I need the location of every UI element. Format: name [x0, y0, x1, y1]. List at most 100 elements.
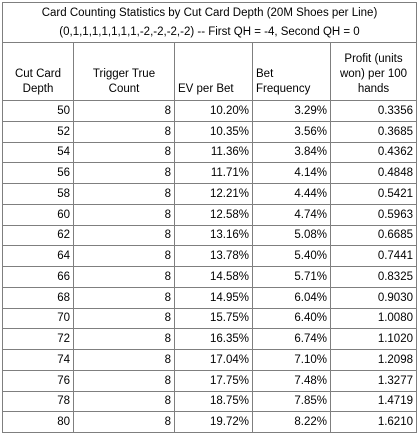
- cell-bet-frequency[interactable]: 4.14%: [252, 162, 331, 184]
- cell-trigger-true-count[interactable]: 8: [73, 266, 175, 288]
- table-row: 70 8 15.75% 6.40% 1.0080: [2, 307, 417, 330]
- header-cut-card-depth[interactable]: Cut Card Depth: [2, 42, 74, 101]
- cell-profit[interactable]: 0.6685: [330, 224, 417, 247]
- cell-cut-card-depth[interactable]: 64: [2, 245, 74, 267]
- cell-profit[interactable]: 1.1020: [330, 328, 417, 350]
- cell-bet-frequency[interactable]: 4.74%: [252, 203, 331, 226]
- cell-cut-card-depth[interactable]: 50: [2, 100, 74, 122]
- cell-cut-card-depth[interactable]: 54: [2, 141, 74, 164]
- cell-bet-frequency[interactable]: 3.29%: [252, 100, 331, 122]
- cell-bet-frequency[interactable]: 4.44%: [252, 183, 331, 205]
- cell-cut-card-depth[interactable]: 58: [2, 183, 74, 205]
- header-row: Cut Card Depth Trigger True Count EV per…: [2, 42, 417, 101]
- cell-bet-frequency[interactable]: 7.10%: [252, 349, 331, 371]
- cell-ev-per-bet[interactable]: 10.35%: [174, 120, 253, 143]
- cell-trigger-true-count[interactable]: 8: [73, 224, 175, 247]
- cell-bet-frequency[interactable]: 5.08%: [252, 224, 331, 247]
- cell-trigger-true-count[interactable]: 8: [73, 203, 175, 226]
- table-row: 66 8 14.58% 5.71% 0.8325: [2, 266, 417, 288]
- table-row: 76 8 17.75% 7.48% 1.3277: [2, 369, 417, 392]
- cell-trigger-true-count[interactable]: 8: [73, 120, 175, 143]
- cell-cut-card-depth[interactable]: 56: [2, 162, 74, 184]
- cell-bet-frequency[interactable]: 3.56%: [252, 120, 331, 143]
- cell-trigger-true-count[interactable]: 8: [73, 183, 175, 205]
- cell-profit[interactable]: 1.0080: [330, 307, 417, 330]
- cell-trigger-true-count[interactable]: 8: [73, 286, 175, 309]
- cell-cut-card-depth[interactable]: 52: [2, 120, 74, 143]
- header-profit[interactable]: Profit (units won) per 100 hands: [330, 42, 417, 101]
- cell-profit[interactable]: 0.5421: [330, 183, 417, 205]
- cell-trigger-true-count[interactable]: 8: [73, 390, 175, 413]
- cell-bet-frequency[interactable]: 6.74%: [252, 328, 331, 350]
- table-row: 54 8 11.36% 3.84% 0.4362: [2, 141, 417, 164]
- cell-profit[interactable]: 0.8325: [330, 266, 417, 288]
- cell-ev-per-bet[interactable]: 14.58%: [174, 266, 253, 288]
- title-row-1: Card Counting Statistics by Cut Card Dep…: [2, 2, 417, 23]
- cell-ev-per-bet[interactable]: 17.75%: [174, 369, 253, 392]
- cell-bet-frequency[interactable]: 5.71%: [252, 266, 331, 288]
- cell-ev-per-bet[interactable]: 12.21%: [174, 183, 253, 205]
- table-row: 58 8 12.21% 4.44% 0.5421: [2, 183, 417, 205]
- cell-trigger-true-count[interactable]: 8: [73, 369, 175, 392]
- header-ev-per-bet[interactable]: EV per Bet: [174, 42, 253, 101]
- cell-bet-frequency[interactable]: 5.40%: [252, 245, 331, 267]
- cell-bet-frequency[interactable]: 3.84%: [252, 141, 331, 164]
- cell-ev-per-bet[interactable]: 19.72%: [174, 411, 253, 433]
- table-row: 50 8 10.20% 3.29% 0.3356: [2, 100, 417, 122]
- cell-profit[interactable]: 0.5963: [330, 203, 417, 226]
- cell-profit[interactable]: 0.7441: [330, 245, 417, 267]
- cell-trigger-true-count[interactable]: 8: [73, 162, 175, 184]
- cell-profit[interactable]: 0.9030: [330, 286, 417, 309]
- cell-ev-per-bet[interactable]: 13.78%: [174, 245, 253, 267]
- cell-bet-frequency[interactable]: 6.04%: [252, 286, 331, 309]
- cell-cut-card-depth[interactable]: 76: [2, 369, 74, 392]
- cell-cut-card-depth[interactable]: 80: [2, 411, 74, 433]
- table-title[interactable]: Card Counting Statistics by Cut Card Dep…: [2, 2, 417, 23]
- cell-profit[interactable]: 1.6210: [330, 411, 417, 433]
- cell-ev-per-bet[interactable]: 15.75%: [174, 307, 253, 330]
- cell-ev-per-bet[interactable]: 10.20%: [174, 100, 253, 122]
- cell-profit[interactable]: 0.4848: [330, 162, 417, 184]
- cell-trigger-true-count[interactable]: 8: [73, 349, 175, 371]
- cell-bet-frequency[interactable]: 7.48%: [252, 369, 331, 392]
- cell-bet-frequency[interactable]: 6.40%: [252, 307, 331, 330]
- cell-trigger-true-count[interactable]: 8: [73, 328, 175, 350]
- table-row: 64 8 13.78% 5.40% 0.7441: [2, 245, 417, 267]
- cell-cut-card-depth[interactable]: 74: [2, 349, 74, 371]
- table-row: 52 8 10.35% 3.56% 0.3685: [2, 120, 417, 143]
- cell-ev-per-bet[interactable]: 11.36%: [174, 141, 253, 164]
- table-subtitle[interactable]: (0,1,1,1,1,1,1,1,-2,-2,-2,-2) -- First Q…: [2, 22, 417, 43]
- cell-cut-card-depth[interactable]: 72: [2, 328, 74, 350]
- cell-cut-card-depth[interactable]: 66: [2, 266, 74, 288]
- cell-ev-per-bet[interactable]: 17.04%: [174, 349, 253, 371]
- header-trigger-true-count[interactable]: Trigger True Count: [73, 42, 175, 101]
- cell-ev-per-bet[interactable]: 18.75%: [174, 390, 253, 413]
- cell-bet-frequency[interactable]: 8.22%: [252, 411, 331, 433]
- cell-cut-card-depth[interactable]: 78: [2, 390, 74, 413]
- cell-cut-card-depth[interactable]: 68: [2, 286, 74, 309]
- cell-trigger-true-count[interactable]: 8: [73, 411, 175, 433]
- cell-ev-per-bet[interactable]: 14.95%: [174, 286, 253, 309]
- cell-trigger-true-count[interactable]: 8: [73, 141, 175, 164]
- cell-profit[interactable]: 1.4719: [330, 390, 417, 413]
- cell-bet-frequency[interactable]: 7.85%: [252, 390, 331, 413]
- table-row: 62 8 13.16% 5.08% 0.6685: [2, 224, 417, 247]
- cell-profit[interactable]: 0.4362: [330, 141, 417, 164]
- table-row: 60 8 12.58% 4.74% 0.5963: [2, 203, 417, 226]
- table-row: 72 8 16.35% 6.74% 1.1020: [2, 328, 417, 350]
- cell-trigger-true-count[interactable]: 8: [73, 307, 175, 330]
- cell-cut-card-depth[interactable]: 60: [2, 203, 74, 226]
- header-bet-frequency[interactable]: Bet Frequency: [252, 42, 331, 101]
- cell-ev-per-bet[interactable]: 12.58%: [174, 203, 253, 226]
- cell-ev-per-bet[interactable]: 13.16%: [174, 224, 253, 247]
- cell-cut-card-depth[interactable]: 62: [2, 224, 74, 247]
- cell-ev-per-bet[interactable]: 11.71%: [174, 162, 253, 184]
- cell-profit[interactable]: 0.3685: [330, 120, 417, 143]
- cell-profit[interactable]: 0.3356: [330, 100, 417, 122]
- cell-cut-card-depth[interactable]: 70: [2, 307, 74, 330]
- cell-profit[interactable]: 1.3277: [330, 369, 417, 392]
- cell-profit[interactable]: 1.2098: [330, 349, 417, 371]
- cell-ev-per-bet[interactable]: 16.35%: [174, 328, 253, 350]
- cell-trigger-true-count[interactable]: 8: [73, 245, 175, 267]
- cell-trigger-true-count[interactable]: 8: [73, 100, 175, 122]
